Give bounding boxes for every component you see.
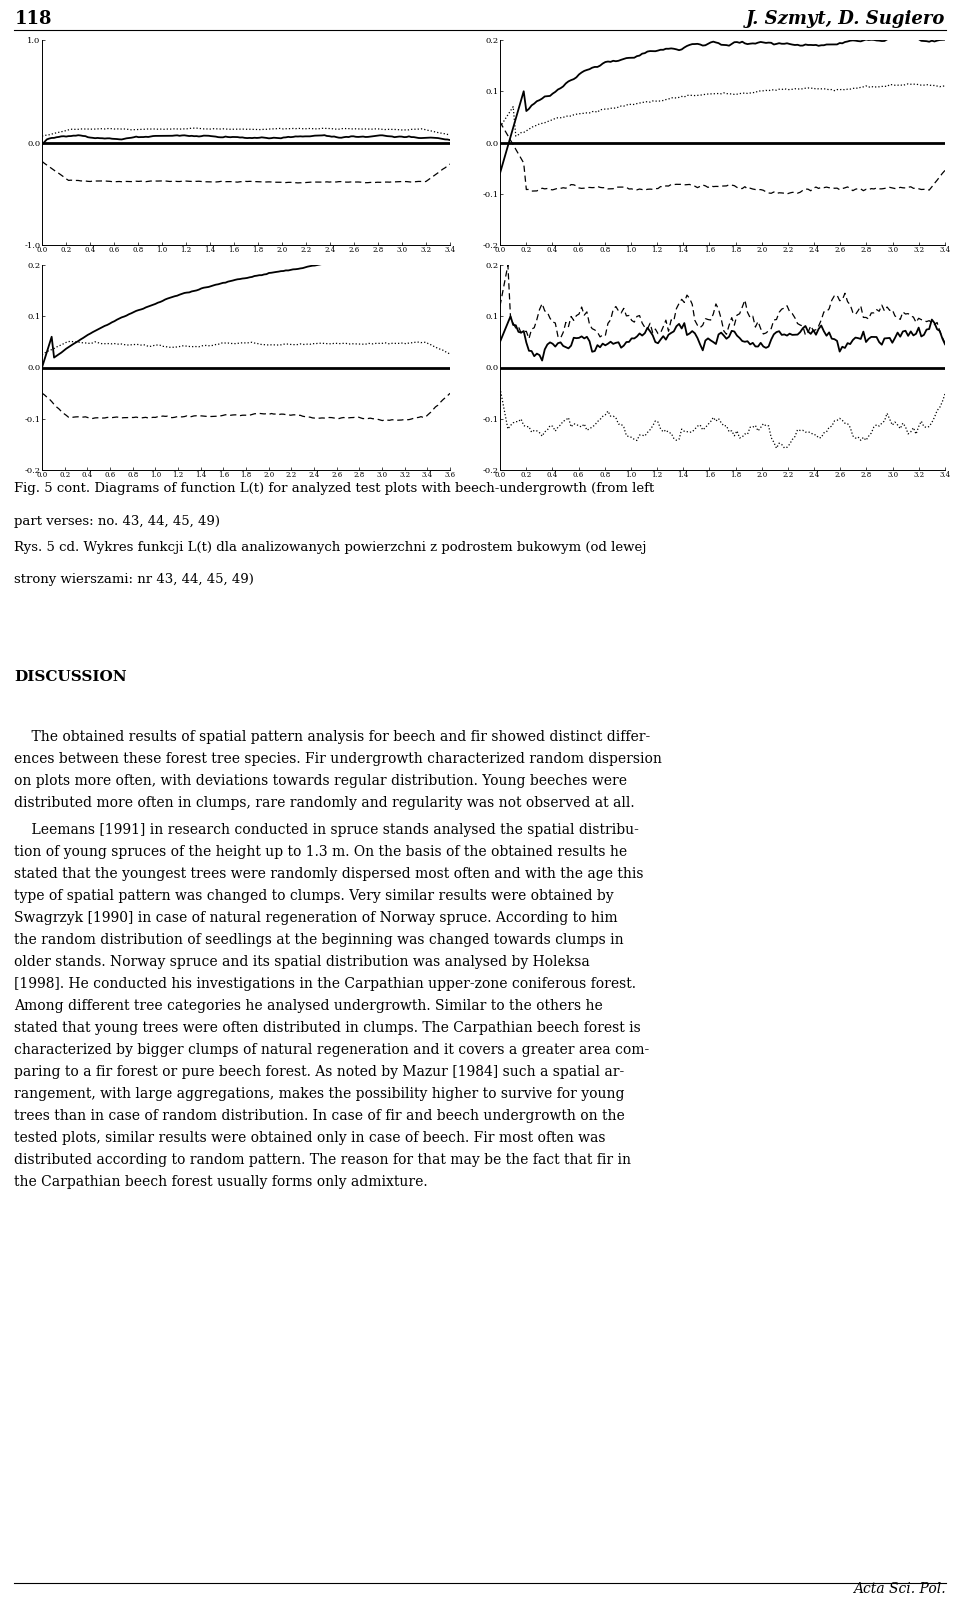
Text: Fig. 5 cont. Diagrams of function L(t) for analyzed test plots with beech-underg: Fig. 5 cont. Diagrams of function L(t) f… xyxy=(14,483,655,496)
Text: J. Szmyt, D. Sugiero: J. Szmyt, D. Sugiero xyxy=(746,10,946,29)
Text: the Carpathian beech forest usually forms only admixture.: the Carpathian beech forest usually form… xyxy=(14,1175,428,1189)
Text: on plots more often, with deviations towards regular distribution. Young beeches: on plots more often, with deviations tow… xyxy=(14,774,628,788)
Text: Acta Sci. Pol.: Acta Sci. Pol. xyxy=(853,1582,946,1596)
Text: part verses: no. 43, 44, 45, 49): part verses: no. 43, 44, 45, 49) xyxy=(14,515,221,528)
Text: rangement, with large aggregations, makes the possibility higher to survive for : rangement, with large aggregations, make… xyxy=(14,1088,625,1101)
Text: the random distribution of seedlings at the beginning was changed towards clumps: the random distribution of seedlings at … xyxy=(14,933,624,948)
Text: [1998]. He conducted his investigations in the Carpathian upper-zone coniferous : [1998]. He conducted his investigations … xyxy=(14,977,636,991)
Text: characterized by bigger clumps of natural regeneration and it covers a greater a: characterized by bigger clumps of natura… xyxy=(14,1043,650,1057)
Text: trees than in case of random distribution. In case of fir and beech undergrowth : trees than in case of random distributio… xyxy=(14,1109,625,1123)
Text: Leemans [1991] in research conducted in spruce stands analysed the spatial distr: Leemans [1991] in research conducted in … xyxy=(14,822,639,837)
Text: ences between these forest tree species. Fir undergrowth characterized random di: ences between these forest tree species.… xyxy=(14,751,662,766)
Text: Swagrzyk [1990] in case of natural regeneration of Norway spruce. According to h: Swagrzyk [1990] in case of natural regen… xyxy=(14,911,618,925)
Text: type of spatial pattern was changed to clumps. Very similar results were obtaine: type of spatial pattern was changed to c… xyxy=(14,890,614,903)
Text: tion of young spruces of the height up to 1.3 m. On the basis of the obtained re: tion of young spruces of the height up t… xyxy=(14,845,628,859)
Text: strony wierszami: nr 43, 44, 45, 49): strony wierszami: nr 43, 44, 45, 49) xyxy=(14,573,254,586)
Text: stated that young trees were often distributed in clumps. The Carpathian beech f: stated that young trees were often distr… xyxy=(14,1022,641,1035)
Text: distributed more often in clumps, rare randomly and regularity was not observed : distributed more often in clumps, rare r… xyxy=(14,796,635,809)
Text: DISCUSSION: DISCUSSION xyxy=(14,669,127,684)
Text: older stands. Norway spruce and its spatial distribution was analysed by Holeksa: older stands. Norway spruce and its spat… xyxy=(14,956,590,969)
Text: Among different tree categories he analysed undergrowth. Similar to the others h: Among different tree categories he analy… xyxy=(14,999,603,1014)
Text: paring to a fir forest or pure beech forest. As noted by Mazur [1984] such a spa: paring to a fir forest or pure beech for… xyxy=(14,1065,625,1080)
Text: stated that the youngest trees were randomly dispersed most often and with the a: stated that the youngest trees were rand… xyxy=(14,867,644,882)
Text: The obtained results of spatial pattern analysis for beech and fir showed distin: The obtained results of spatial pattern … xyxy=(14,730,651,743)
Text: 118: 118 xyxy=(14,10,52,29)
Text: Rys. 5 cd. Wykres funkcji L(t) dla analizowanych powierzchni z podrostem bukowym: Rys. 5 cd. Wykres funkcji L(t) dla anali… xyxy=(14,541,647,553)
Text: tested plots, similar results were obtained only in case of beech. Fir most ofte: tested plots, similar results were obtai… xyxy=(14,1131,606,1146)
Text: distributed according to random pattern. The reason for that may be the fact tha: distributed according to random pattern.… xyxy=(14,1154,632,1167)
